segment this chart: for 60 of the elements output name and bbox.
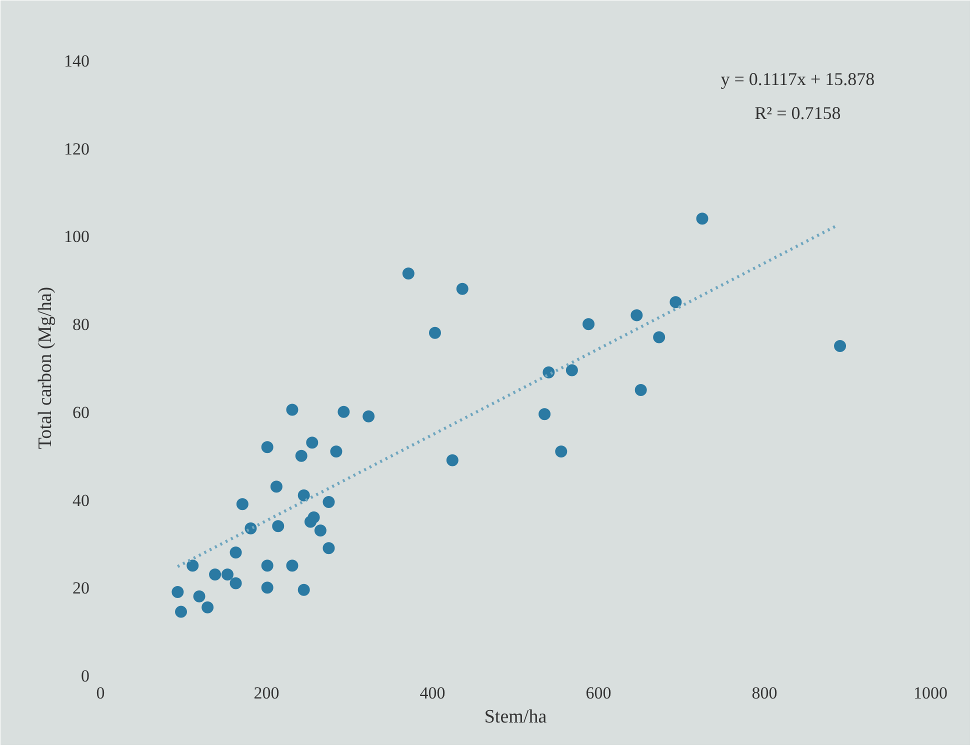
point <box>322 542 335 554</box>
y-tick-label: 80 <box>72 315 90 334</box>
point <box>308 511 320 524</box>
point <box>538 408 551 420</box>
x-tick-label: 0 <box>96 684 105 702</box>
point <box>330 445 342 458</box>
point <box>175 606 188 618</box>
point <box>314 524 326 537</box>
point <box>272 520 284 532</box>
point <box>270 480 282 493</box>
x-tick-label: 1000 <box>914 684 948 702</box>
y-tick-label: 120 <box>64 139 90 158</box>
point <box>582 318 595 330</box>
point <box>322 496 335 508</box>
point <box>670 296 682 308</box>
point <box>446 454 458 466</box>
x-tick-label: 600 <box>586 684 612 702</box>
point <box>172 586 184 598</box>
point <box>306 436 318 449</box>
point <box>186 560 199 572</box>
point <box>402 268 414 280</box>
point <box>338 406 350 418</box>
point <box>230 577 242 590</box>
point <box>696 212 708 225</box>
point <box>295 450 308 462</box>
point <box>298 489 310 502</box>
annotation: R² = 0.7158 <box>754 102 841 123</box>
point <box>286 404 298 416</box>
point <box>221 568 234 580</box>
x-tick-label: 200 <box>254 684 280 702</box>
y-tick-label: 40 <box>72 490 90 510</box>
y-tick-label: 140 <box>64 52 90 70</box>
y-tick-label: 60 <box>72 402 90 422</box>
point <box>209 568 222 580</box>
point <box>261 582 274 594</box>
point <box>566 364 578 376</box>
point <box>261 560 274 572</box>
y-tick-label: 100 <box>64 227 90 246</box>
point <box>236 498 248 510</box>
point <box>286 560 298 572</box>
annotation: y = 0.1117x + 15.878 <box>720 68 875 89</box>
point <box>193 590 206 602</box>
point <box>362 410 375 422</box>
point <box>456 282 468 295</box>
x-tick-label: 800 <box>752 684 778 702</box>
y-axis-title: Total carbon (Mg/ha) <box>35 286 56 450</box>
point <box>298 584 310 596</box>
point <box>230 546 242 558</box>
point <box>555 445 568 458</box>
point <box>630 309 643 322</box>
x-axis-title: Stem/ha <box>484 706 548 728</box>
point <box>653 331 666 344</box>
point <box>202 601 214 614</box>
point <box>428 326 441 339</box>
point <box>261 441 274 454</box>
point <box>634 384 647 396</box>
x-tick-label: 400 <box>420 684 446 702</box>
y-tick-label: 0 <box>81 666 90 686</box>
y-tick-label: 20 <box>72 578 90 598</box>
point <box>834 340 846 352</box>
